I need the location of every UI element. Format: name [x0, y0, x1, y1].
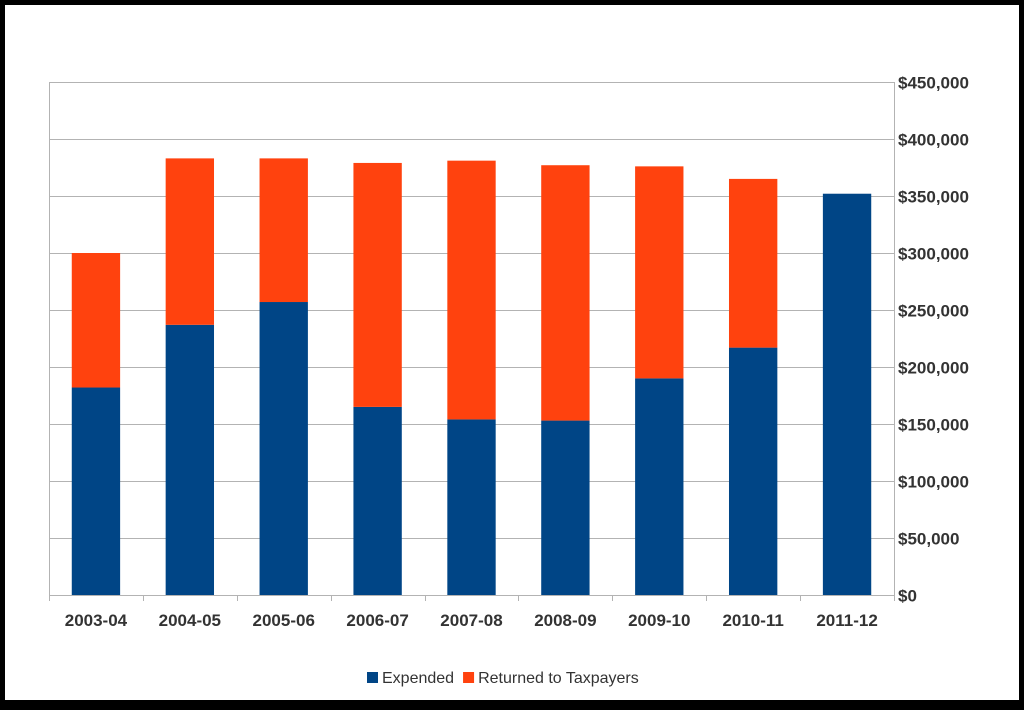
bar-returned-to-taxpayers	[259, 158, 308, 303]
bar-expended	[728, 347, 778, 595]
bar-expended	[635, 378, 684, 595]
legend-swatch-expended	[367, 672, 378, 683]
bar-returned-to-taxpayers	[447, 160, 496, 420]
bar-returned-to-taxpayers	[165, 158, 215, 325]
y-tick-label: $350,000	[898, 188, 969, 207]
bar-expended	[259, 302, 308, 595]
x-tick-labels: 2003-04 2004-05 2005-06 2006-07 2007-08 2008-…	[65, 611, 878, 630]
x-tick-label: 2010-11	[722, 611, 783, 630]
x-tick-label: 2006-07	[346, 611, 408, 630]
x-tick-label: 2003-04	[65, 611, 128, 630]
legend-label-returned-to-taxpayers: Returned to Taxpayers	[478, 670, 639, 687]
y-tick-label: $200,000	[898, 359, 969, 378]
y-tick-label: $0	[898, 587, 917, 606]
x-tick-label: 2007-08	[440, 611, 502, 630]
y-tick-label: $250,000	[898, 302, 969, 321]
y-tick-label: $150,000	[898, 416, 969, 435]
legend: Expended Returned to Taxpayers	[367, 670, 639, 687]
bar-returned-to-taxpayers	[353, 162, 402, 407]
x-tick-label: 2005-06	[253, 611, 315, 630]
axes	[49, 82, 895, 601]
bar-expended	[541, 420, 590, 595]
x-tick-label: 2008-09	[534, 611, 596, 630]
bars	[71, 158, 872, 595]
x-tick-label: 2011-12	[816, 611, 877, 630]
bar-expended	[822, 193, 872, 595]
y-tick-label: $450,000	[898, 74, 969, 93]
bar-returned-to-taxpayers	[541, 165, 590, 421]
legend-swatch-returned-to-taxpayers	[463, 672, 475, 683]
y-tick-label: $300,000	[898, 245, 969, 264]
y-tick-label: $400,000	[898, 131, 969, 150]
bar-returned-to-taxpayers	[71, 253, 121, 388]
bar-returned-to-taxpayers	[728, 178, 778, 348]
stacked-bar-chart: $0 $50,000 $100,000 $150,000 $200,000 $250,00…	[49, 74, 969, 687]
bar-returned-to-taxpayers	[635, 166, 684, 379]
legend-label-expended: Expended	[382, 670, 454, 687]
x-tick-label: 2009-10	[628, 611, 690, 630]
x-tick-label: 2004-05	[159, 611, 221, 630]
bar-expended	[353, 406, 402, 595]
y-tick-label: $50,000	[898, 530, 959, 549]
bar-expended	[165, 324, 215, 595]
bar-expended	[71, 387, 121, 595]
y-tick-label: $100,000	[898, 473, 969, 492]
plot-border	[49, 82, 895, 596]
bar-expended	[447, 419, 496, 595]
y-tick-labels: $0 $50,000 $100,000 $150,000 $200,000 $250,00…	[898, 74, 969, 606]
